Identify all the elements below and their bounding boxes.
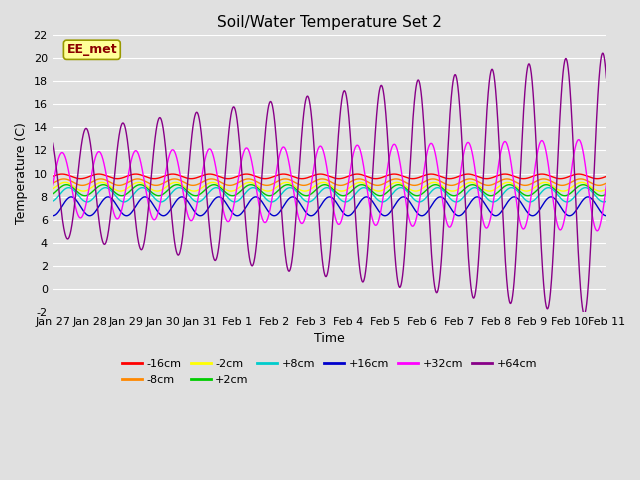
-16cm xyxy=(58,171,66,177)
+8cm xyxy=(570,195,577,201)
-2cm xyxy=(491,187,499,192)
-2cm xyxy=(346,185,354,191)
-8cm xyxy=(171,176,179,182)
-16cm xyxy=(569,172,577,178)
-16cm xyxy=(554,176,561,181)
+64cm xyxy=(603,75,611,81)
-16cm xyxy=(346,173,353,179)
+16cm xyxy=(603,213,611,219)
Line: +64cm: +64cm xyxy=(52,53,607,314)
-8cm xyxy=(554,182,562,188)
-2cm xyxy=(338,188,346,194)
+8cm xyxy=(554,192,561,198)
+2cm xyxy=(192,193,200,199)
+2cm xyxy=(346,190,354,195)
+32cm xyxy=(575,137,582,143)
+64cm xyxy=(554,164,561,170)
+2cm xyxy=(570,188,577,193)
-8cm xyxy=(491,180,499,186)
-8cm xyxy=(346,179,354,185)
Line: -8cm: -8cm xyxy=(52,179,607,185)
Line: +2cm: +2cm xyxy=(52,185,607,196)
+2cm xyxy=(491,192,499,197)
Line: -2cm: -2cm xyxy=(52,182,607,191)
Line: -16cm: -16cm xyxy=(52,174,607,179)
X-axis label: Time: Time xyxy=(314,332,345,345)
+64cm xyxy=(346,121,353,127)
+8cm xyxy=(204,192,211,198)
Y-axis label: Temperature (C): Temperature (C) xyxy=(15,122,28,225)
+2cm xyxy=(554,190,562,195)
-8cm xyxy=(358,177,366,182)
+64cm xyxy=(358,276,365,282)
Line: +8cm: +8cm xyxy=(52,188,607,202)
+8cm xyxy=(358,185,365,191)
-16cm xyxy=(204,171,211,177)
-2cm xyxy=(603,186,611,192)
-2cm xyxy=(358,180,366,185)
+64cm xyxy=(599,50,607,56)
-8cm xyxy=(603,180,611,186)
-8cm xyxy=(204,177,211,182)
+32cm xyxy=(204,149,211,155)
Line: +32cm: +32cm xyxy=(52,140,607,231)
+16cm xyxy=(49,213,56,219)
-16cm xyxy=(358,172,365,178)
+2cm xyxy=(210,182,218,188)
+32cm xyxy=(569,158,577,164)
+8cm xyxy=(563,199,571,205)
+32cm xyxy=(593,228,601,234)
-8cm xyxy=(152,182,160,188)
+8cm xyxy=(49,198,56,204)
+2cm xyxy=(358,182,366,188)
+16cm xyxy=(569,211,577,217)
+8cm xyxy=(545,185,552,191)
+64cm xyxy=(580,312,588,317)
+8cm xyxy=(490,199,498,204)
+2cm xyxy=(204,185,211,191)
+64cm xyxy=(49,140,56,146)
Line: +16cm: +16cm xyxy=(52,197,607,216)
-2cm xyxy=(204,181,211,187)
Title: Soil/Water Temperature Set 2: Soil/Water Temperature Set 2 xyxy=(217,15,442,30)
+64cm xyxy=(204,197,211,203)
-16cm xyxy=(593,176,601,181)
-2cm xyxy=(554,187,562,192)
+8cm xyxy=(603,198,611,204)
-2cm xyxy=(570,183,577,189)
+8cm xyxy=(346,197,353,203)
+16cm xyxy=(491,213,499,218)
-2cm xyxy=(319,180,327,185)
-2cm xyxy=(49,186,56,192)
+2cm xyxy=(49,191,56,197)
-8cm xyxy=(570,178,577,184)
-16cm xyxy=(491,174,499,180)
+32cm xyxy=(358,152,365,158)
+32cm xyxy=(49,182,56,188)
+32cm xyxy=(554,222,561,228)
+16cm xyxy=(346,213,353,218)
+2cm xyxy=(603,191,611,197)
-16cm xyxy=(49,173,56,179)
+32cm xyxy=(603,182,611,188)
-8cm xyxy=(49,180,56,186)
+16cm xyxy=(204,207,211,213)
+64cm xyxy=(490,75,498,81)
+16cm xyxy=(554,199,561,205)
-16cm xyxy=(603,173,611,179)
+16cm xyxy=(67,194,75,200)
Legend: -16cm, -8cm, -2cm, +2cm, +8cm, +16cm, +32cm, +64cm: -16cm, -8cm, -2cm, +2cm, +8cm, +16cm, +3… xyxy=(118,355,541,389)
+32cm xyxy=(490,192,498,198)
+64cm xyxy=(569,135,577,141)
Text: EE_met: EE_met xyxy=(67,43,117,56)
+16cm xyxy=(358,197,365,203)
+32cm xyxy=(346,173,353,179)
